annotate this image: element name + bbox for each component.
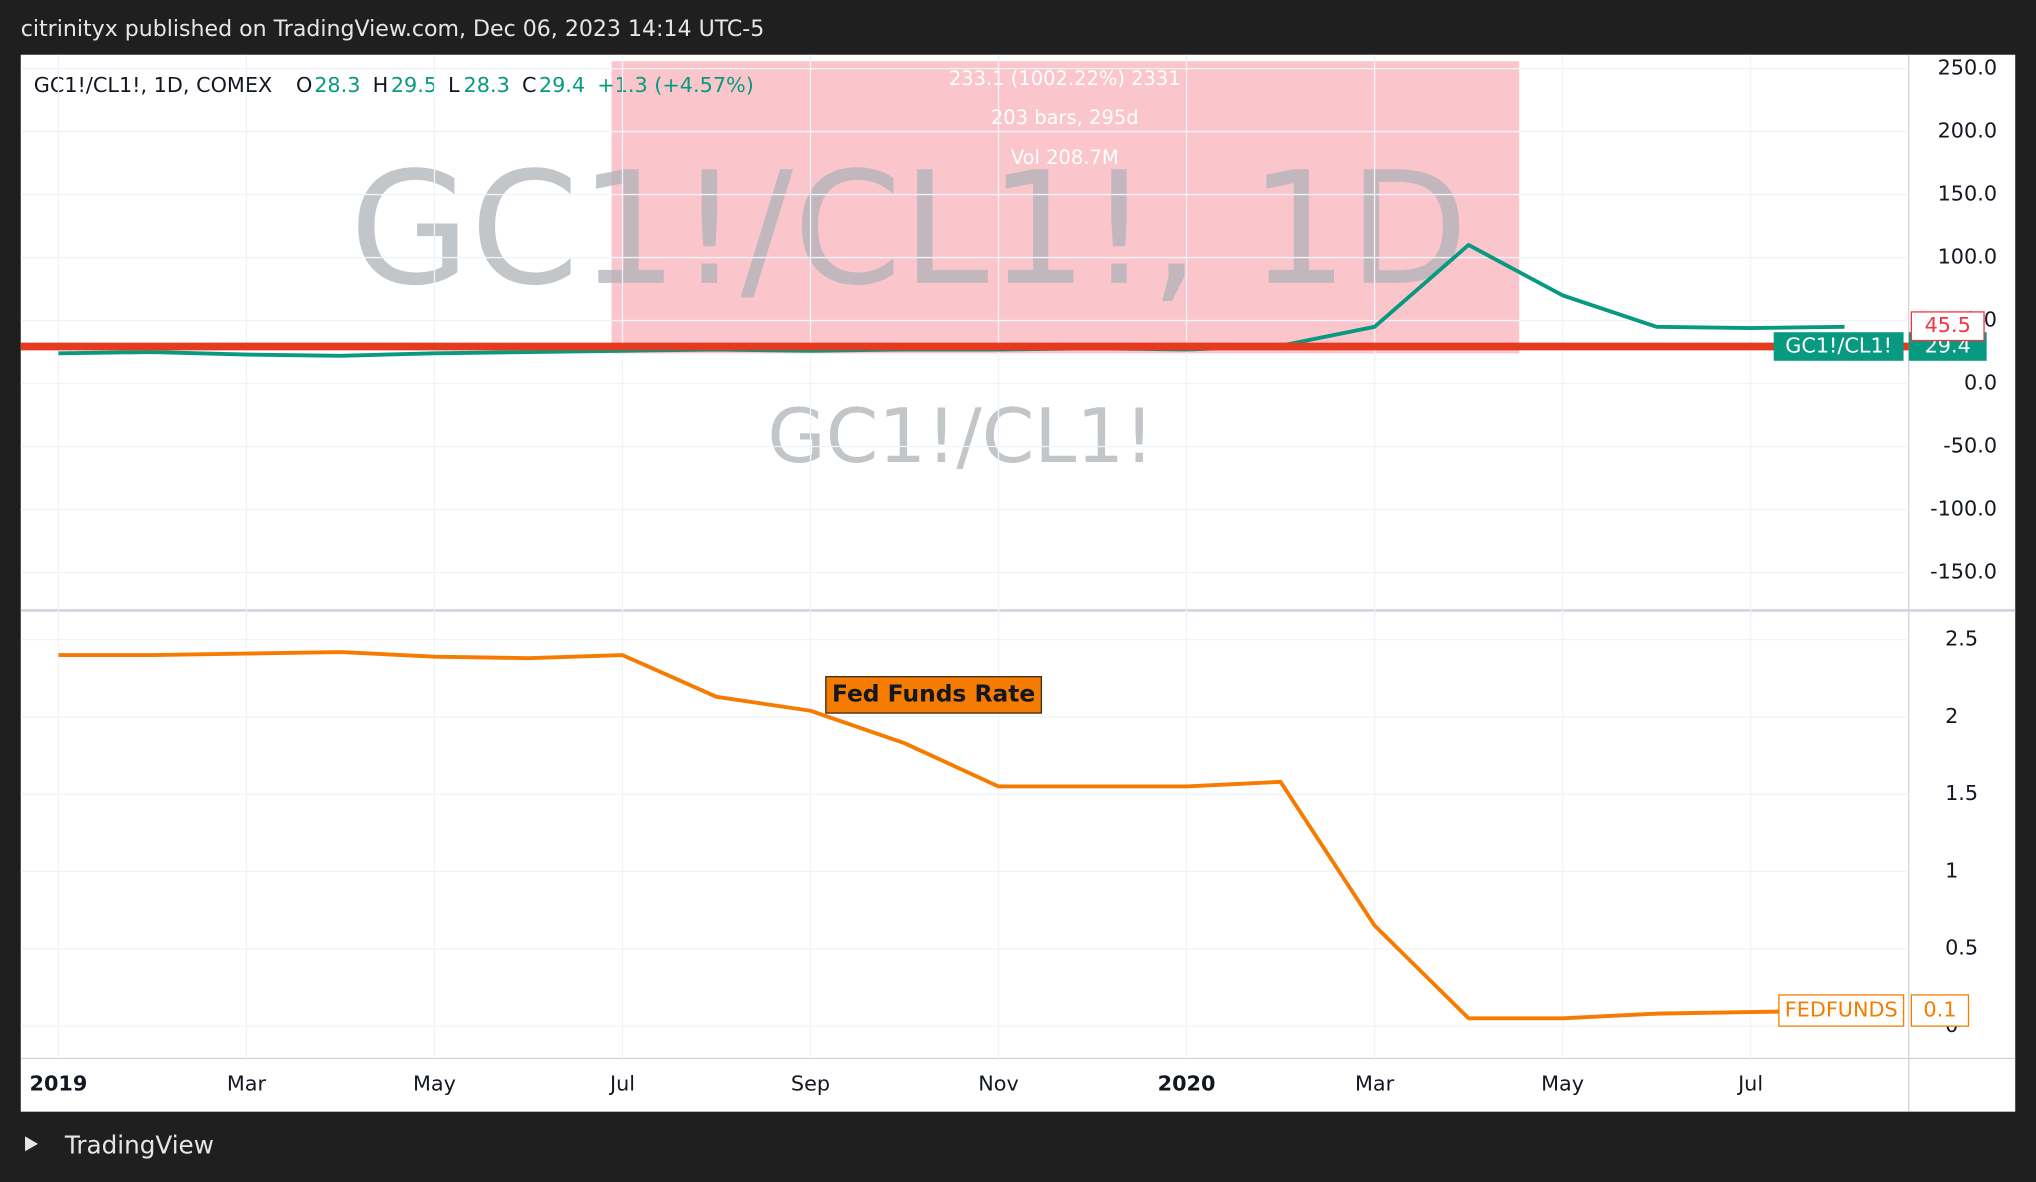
measure-box bbox=[611, 61, 1520, 354]
ticker-tag bbox=[1773, 332, 1904, 361]
series-tag-text: FEDFUNDS bbox=[1785, 998, 1898, 1022]
close: 29.4 bbox=[539, 73, 585, 97]
y-tick-label: -50.0 bbox=[1943, 434, 1997, 458]
y-tick-label: 150.0 bbox=[1938, 182, 1997, 206]
high: 29.5 bbox=[391, 73, 437, 97]
measure-text: 233.1 (1002.22%) 2331 bbox=[949, 67, 1181, 90]
y-tick-label: 0.5 bbox=[1945, 936, 1978, 960]
watermark: GC1!/CL1!, 1D bbox=[349, 138, 1468, 320]
x-tick-label: May bbox=[1541, 1071, 1584, 1095]
x-tick-label: Mar bbox=[1355, 1071, 1395, 1095]
symbol: GC1!/CL1!, 1D, COMEX bbox=[34, 73, 272, 97]
x-tick-label: 2020 bbox=[1158, 1071, 1216, 1095]
y-tick-label: 100.0 bbox=[1938, 245, 1997, 269]
logo-mark: ⯈ bbox=[21, 1131, 41, 1160]
value-tag bbox=[1910, 994, 1970, 1027]
y-tick-label: 0.0 bbox=[1964, 371, 1997, 395]
x-tick-label: Sep bbox=[791, 1071, 830, 1095]
x-tick-label: Jul bbox=[608, 1071, 635, 1095]
measure-text: Vol 208.7M bbox=[1011, 146, 1119, 169]
x-tick-label: Jul bbox=[1736, 1071, 1763, 1095]
h-label: H bbox=[373, 73, 389, 97]
x-tick-label: May bbox=[413, 1071, 456, 1095]
plot: 2019 Mar May Jul Sep Nov 2020 Mar May Jul 250.0 200… bbox=[20, 54, 1997, 1095]
y-tick-label: 2 bbox=[1945, 704, 1958, 728]
x-tick-label: 2019 bbox=[30, 1071, 88, 1095]
low: 28.3 bbox=[464, 73, 510, 97]
ticker-tag-text: GC1!/CL1! bbox=[1785, 333, 1892, 357]
header: citrinityx published on TradingView.com,… bbox=[21, 17, 765, 42]
ma-tag bbox=[1910, 311, 1985, 342]
y-tick-label: 250.0 bbox=[1938, 56, 1997, 80]
l-label: L bbox=[448, 73, 460, 97]
o-label: O bbox=[296, 73, 312, 97]
change: +1.3 (+4.57%) bbox=[597, 73, 754, 97]
y-tick-label: 200.0 bbox=[1938, 119, 1997, 143]
value-tag-text: 0.1 bbox=[1923, 998, 1956, 1022]
legend: GC1!/CL1!, 1D, COMEX O 28.3 H 29.5 L 28.… bbox=[34, 73, 754, 97]
c-label: C bbox=[522, 73, 537, 97]
x-tick-label: Mar bbox=[227, 1071, 267, 1095]
measure-text: 203 bars, 295d bbox=[991, 106, 1139, 129]
y-tick-label: -150.0 bbox=[1930, 559, 1997, 583]
y-tick-label: 1 bbox=[1945, 858, 1958, 882]
y-tick-label: 2.5 bbox=[1945, 627, 1978, 651]
series-tag bbox=[1778, 994, 1905, 1027]
series-line bbox=[58, 650, 1845, 1021]
y-tick-label: 1.5 bbox=[1945, 781, 1978, 805]
x-tick-label: Nov bbox=[978, 1071, 1019, 1095]
callout-box bbox=[825, 676, 1043, 714]
footer: TradingView bbox=[64, 1131, 214, 1160]
y-tick-label: -100.0 bbox=[1930, 497, 1997, 521]
open: 28.3 bbox=[314, 73, 360, 97]
ma-tag-text: 45.5 bbox=[1925, 313, 1971, 337]
watermark-ticker: GC1!/CL1! bbox=[767, 392, 1154, 480]
callout-text: Fed Funds Rate bbox=[832, 679, 1035, 707]
